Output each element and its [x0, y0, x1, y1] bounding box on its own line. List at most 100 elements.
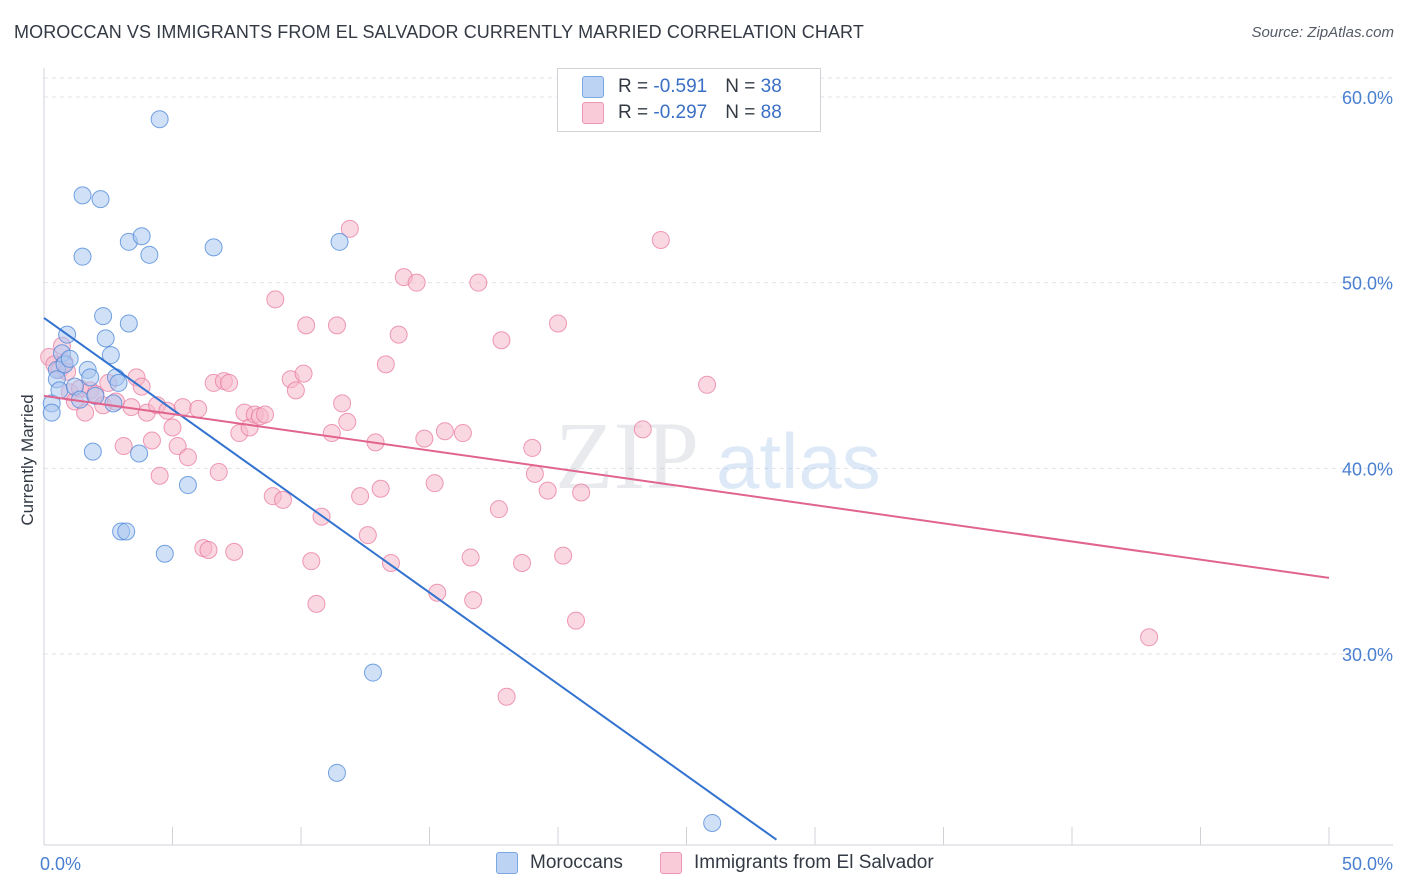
- data-point: [566, 611, 585, 630]
- data-point: [114, 437, 133, 456]
- legend-r-label: R =: [618, 76, 654, 97]
- grid-lines: [44, 77, 1393, 655]
- data-point: [168, 437, 187, 456]
- data-point: [83, 442, 102, 461]
- data-point: [266, 290, 285, 309]
- data-point: [142, 431, 161, 450]
- watermark: ZIP atlas: [555, 402, 881, 509]
- data-point: [178, 448, 197, 467]
- data-point: [351, 487, 370, 506]
- data-point: [435, 422, 454, 441]
- legend-n-value: 38: [760, 76, 782, 97]
- data-point: [130, 444, 149, 463]
- axes: [43, 68, 1393, 846]
- data-point: [358, 526, 377, 545]
- legend-swatch-el-salvador: [660, 852, 682, 874]
- legend-swatch-moroccans: [582, 76, 604, 98]
- y-axis-label: Currently Married: [18, 394, 37, 525]
- data-point: [371, 479, 390, 498]
- data-point: [698, 375, 717, 394]
- data-point: [333, 394, 352, 413]
- stats-legend: R = -0.591 N = 38 R = -0.297 N = 88: [557, 68, 821, 132]
- watermark-atlas: atlas: [716, 417, 881, 505]
- data-point: [363, 663, 382, 682]
- data-point: [330, 232, 349, 251]
- data-point: [549, 314, 567, 333]
- data-point: [389, 325, 408, 344]
- trend-line: [43, 394, 1330, 579]
- data-point: [119, 314, 138, 333]
- trend-line: [43, 317, 778, 841]
- legend-item-el-salvador: Immigrants from El Salvador: [660, 852, 934, 874]
- data-point: [461, 548, 480, 567]
- legend-r-label: R =: [618, 102, 654, 123]
- data-point: [209, 463, 228, 482]
- data-point: [376, 355, 395, 374]
- data-point: [294, 364, 313, 383]
- legend-label-el-salvador: Immigrants from El Salvador: [694, 852, 934, 873]
- data-point: [220, 373, 239, 392]
- data-point: [199, 541, 218, 560]
- data-point: [140, 245, 159, 264]
- data-point: [286, 381, 305, 400]
- data-point: [464, 591, 483, 610]
- data-point: [204, 238, 223, 257]
- data-point: [538, 481, 557, 500]
- y-tick-label: 30.0%: [1342, 645, 1393, 665]
- data-point: [302, 552, 321, 571]
- legend-r-value: -0.297: [653, 102, 708, 123]
- data-point: [42, 403, 61, 422]
- y-tick-label: 40.0%: [1342, 459, 1393, 479]
- legend-row-moroccans: R = -0.591 N = 38: [582, 75, 782, 99]
- trend-lines: [43, 317, 1330, 841]
- y-tick-label: 50.0%: [1342, 274, 1393, 294]
- data-point: [338, 412, 357, 431]
- series-legend: Moroccans Immigrants from El Salvador: [0, 852, 1406, 878]
- data-point: [322, 424, 341, 443]
- tick-labels: 60.0% 50.0% 40.0% 30.0% 0.0% 50.0%: [40, 88, 1393, 874]
- data-point: [132, 227, 151, 246]
- source-label: Source: ZipAtlas.com: [1251, 24, 1394, 41]
- legend-n-label: N =: [725, 102, 761, 123]
- data-point: [94, 307, 113, 326]
- data-point: [489, 500, 508, 519]
- data-point: [104, 394, 123, 413]
- legend-item-moroccans: Moroccans: [496, 852, 623, 874]
- legend-n-value: 88: [760, 102, 782, 123]
- data-point: [274, 490, 293, 509]
- data-point: [178, 476, 197, 495]
- data-point: [117, 522, 136, 541]
- data-point: [453, 424, 472, 443]
- data-point: [1140, 628, 1159, 647]
- data-point: [327, 316, 346, 335]
- data-point: [109, 373, 128, 392]
- chart-title: MOROCCAN VS IMMIGRANTS FROM EL SALVADOR …: [14, 22, 864, 42]
- data-point: [189, 399, 208, 418]
- data-point: [81, 368, 100, 387]
- data-point: [73, 186, 92, 205]
- data-point: [554, 546, 573, 565]
- data-point: [523, 438, 542, 457]
- legend-r-value: -0.591: [653, 76, 708, 97]
- data-point: [150, 110, 169, 129]
- x-tick-label: 0.0%: [40, 854, 81, 874]
- data-point: [101, 346, 120, 365]
- data-point: [91, 190, 110, 209]
- data-point: [703, 813, 722, 832]
- data-point: [256, 405, 275, 424]
- legend-label-moroccans: Moroccans: [530, 852, 623, 873]
- data-point: [155, 544, 174, 563]
- legend-row-el-salvador: R = -0.297 N = 88: [582, 101, 782, 125]
- data-point: [497, 687, 516, 706]
- series-el-salvador-points: [40, 219, 1159, 706]
- data-point: [307, 594, 326, 613]
- data-point: [415, 429, 434, 448]
- data-point: [225, 542, 244, 561]
- data-point: [86, 386, 105, 405]
- data-point: [633, 420, 652, 439]
- data-point: [73, 247, 92, 266]
- data-point: [513, 554, 532, 573]
- data-point: [469, 273, 488, 292]
- series-moroccans-points: [42, 110, 722, 832]
